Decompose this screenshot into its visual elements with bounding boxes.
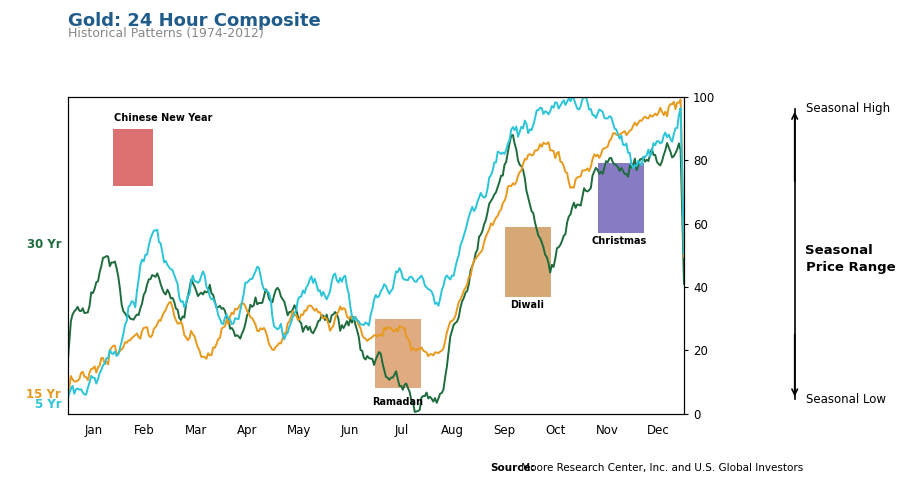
FancyBboxPatch shape (374, 318, 421, 389)
Text: Seasonal Low: Seasonal Low (806, 393, 886, 406)
FancyBboxPatch shape (113, 128, 153, 185)
Text: Moore Research Center, Inc. and U.S. Global Investors: Moore Research Center, Inc. and U.S. Glo… (518, 463, 803, 473)
Text: Gold: 24 Hour Composite: Gold: 24 Hour Composite (68, 12, 320, 30)
Text: Historical Patterns (1974-2012): Historical Patterns (1974-2012) (68, 27, 263, 40)
Text: Seasonal High: Seasonal High (806, 103, 889, 115)
FancyBboxPatch shape (598, 164, 644, 233)
Text: Source:: Source: (491, 463, 536, 473)
Text: Seasonal
Price Range: Seasonal Price Range (806, 244, 896, 274)
Text: Chinese New Year: Chinese New Year (113, 113, 212, 122)
Text: Christmas: Christmas (591, 236, 647, 246)
Text: 30 Yr: 30 Yr (27, 238, 61, 251)
Text: Ramadan: Ramadan (372, 397, 423, 408)
Text: 5 Yr: 5 Yr (34, 398, 61, 410)
Text: Diwali: Diwali (509, 300, 544, 310)
FancyBboxPatch shape (505, 227, 552, 297)
Text: 15 Yr: 15 Yr (26, 388, 61, 401)
